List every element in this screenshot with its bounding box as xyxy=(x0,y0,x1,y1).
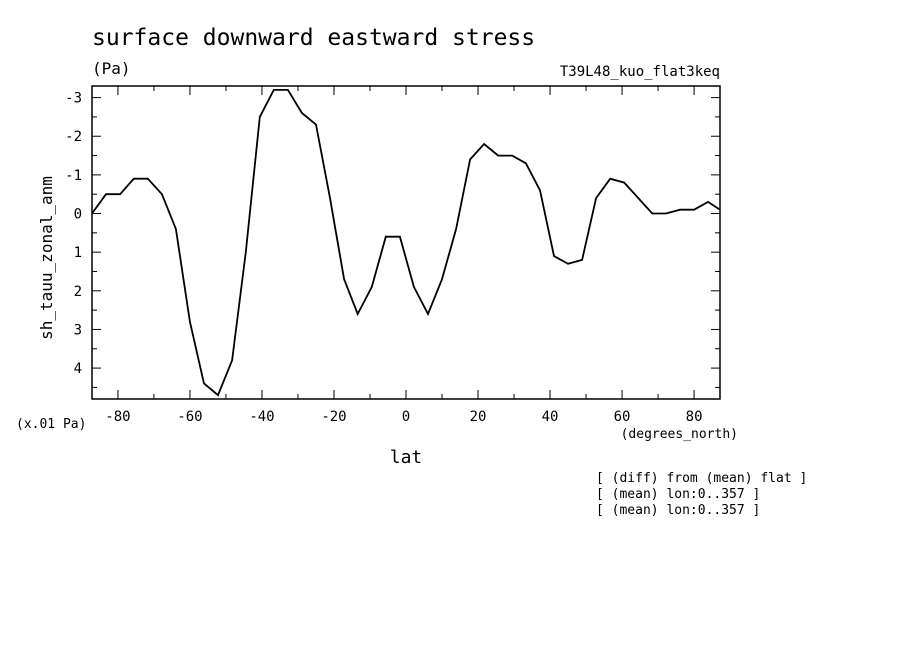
x-tick-label: -60 xyxy=(177,409,202,425)
y-axis-label: sh_tauu_zonal_anm xyxy=(37,176,56,340)
x-tick-label: 80 xyxy=(686,409,703,425)
chart-title: surface downward eastward stress xyxy=(92,25,535,51)
x-tick-label: -20 xyxy=(321,409,346,425)
y-tick-label: -3 xyxy=(65,91,82,107)
x-tick-label: 20 xyxy=(470,409,487,425)
note-line-1: [ (diff) from (mean) flat ] xyxy=(596,471,807,486)
x-tick-label: -40 xyxy=(249,409,274,425)
note-line-2: [ (mean) lon:0..357 ] xyxy=(596,487,760,502)
scale-note: (x.01 Pa) xyxy=(16,417,86,432)
plot-frame xyxy=(91,85,721,400)
y-tick-label: -2 xyxy=(65,129,82,145)
y-tick-label: 0 xyxy=(74,207,82,223)
y-tick-label: 1 xyxy=(74,245,82,261)
x-tick-label: 0 xyxy=(402,409,410,425)
x-tick-label: 60 xyxy=(614,409,631,425)
x-tick-label: 40 xyxy=(542,409,559,425)
x-axis-label: lat xyxy=(390,447,423,468)
x-tick-label: -80 xyxy=(105,409,130,425)
chart-units: (Pa) xyxy=(92,59,131,78)
y-tick-label: 2 xyxy=(74,284,82,300)
data-line xyxy=(91,89,721,397)
tick-labels: -80 -60 -40 -20 0 20 40 60 80 -3 -2 -1 0 1 2 3 4 xyxy=(65,91,702,425)
experiment-label: T39L48_kuo_flat3keq xyxy=(560,64,720,80)
x-axis-units: (degrees_north) xyxy=(621,427,738,442)
grid-ticks xyxy=(92,86,720,399)
y-tick-label: 4 xyxy=(74,361,82,377)
y-tick-label: 3 xyxy=(74,322,82,338)
note-line-3: [ (mean) lon:0..357 ] xyxy=(596,503,760,518)
y-tick-label: -1 xyxy=(65,168,82,184)
